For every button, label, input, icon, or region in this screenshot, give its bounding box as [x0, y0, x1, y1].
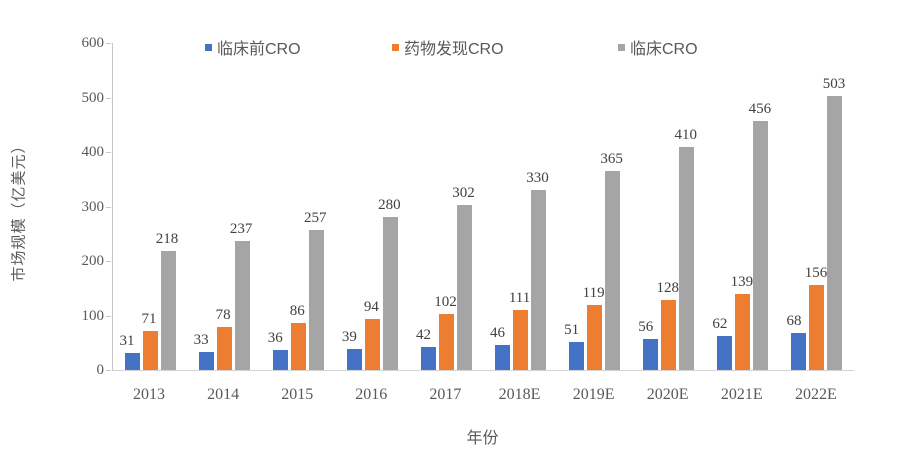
bar-value-label: 503 [822, 76, 846, 92]
bar-value-label: 36 [267, 330, 283, 346]
bar-临床前CRO-2021E [717, 336, 733, 370]
x-tick-label: 2021E [720, 386, 763, 403]
bar-临床前CRO-2015 [272, 350, 288, 370]
bar-药物发现CRO-2018E [513, 310, 529, 370]
x-tick-label: 2014 [207, 386, 240, 403]
bar-value-label: 119 [582, 285, 605, 301]
bar-临床前CRO-2017 [420, 347, 436, 370]
bar-value-label: 94 [363, 299, 379, 315]
x-tick-label: 2013 [133, 386, 165, 403]
bar-value-label: 365 [600, 151, 623, 167]
y-tick-label: 500 [81, 89, 105, 106]
bar-value-label: 102 [434, 294, 457, 310]
bar-临床CRO-2019E [605, 171, 621, 370]
x-tick-label: 2022E [795, 386, 837, 403]
y-tick-mark [106, 261, 111, 262]
legend-swatch-icon [618, 43, 625, 51]
bar-临床CRO-2015 [308, 230, 324, 370]
bar-药物发现CRO-2021E [735, 294, 751, 370]
legend-item-临床CRO: 临床CRO [618, 38, 698, 58]
y-tick-mark [106, 206, 111, 208]
bar-value-label: 46 [490, 325, 506, 341]
bar-药物发现CRO-2013 [142, 331, 158, 370]
bar-value-label: 56 [638, 319, 654, 335]
bar-value-label: 128 [656, 280, 680, 296]
bar-临床前CRO-2013 [124, 353, 140, 370]
x-tick-label: 2018E [498, 386, 541, 403]
bar-value-label: 42 [415, 327, 431, 343]
x-tick-label: 2019E [572, 386, 615, 403]
bar-临床CRO-2014 [234, 241, 250, 370]
bar-value-label: 31 [119, 333, 135, 349]
bar-临床CRO-2017 [456, 205, 472, 370]
y-tick-mark [106, 370, 111, 371]
y-tick-mark [106, 97, 111, 99]
bar-value-label: 33 [193, 332, 209, 348]
bar-临床CRO-2013 [160, 251, 176, 370]
legend-swatch-icon [392, 43, 399, 51]
x-axis-title: 年份 [466, 430, 499, 447]
bar-药物发现CRO-2020E [661, 300, 677, 370]
legend-swatch-icon [205, 43, 212, 51]
bar-药物发现CRO-2017 [438, 314, 454, 370]
x-tick-label: 2020E [646, 386, 689, 403]
bar-value-label: 71 [141, 311, 157, 327]
bar-临床前CRO-2020E [643, 339, 659, 370]
y-tick-mark [106, 315, 111, 317]
bar-临床CRO-2020E [679, 147, 695, 370]
legend-label: 药物发现CRO [404, 41, 504, 58]
bar-临床前CRO-2022E [791, 333, 807, 370]
bar-药物发现CRO-2016 [364, 319, 380, 370]
bar-value-label: 39 [341, 329, 357, 345]
bar-药物发现CRO-2014 [216, 327, 232, 370]
bar-value-label: 68 [786, 313, 802, 329]
bar-临床前CRO-2014 [198, 352, 214, 370]
bar-临床CRO-2016 [382, 217, 398, 370]
y-tick-mark [106, 43, 111, 44]
bar-value-label: 139 [730, 274, 754, 290]
y-tick-label: 100 [81, 307, 105, 324]
bar-药物发现CRO-2019E [587, 305, 603, 370]
bar-value-label: 62 [712, 316, 728, 332]
bar-value-label: 456 [748, 101, 772, 117]
x-tick-label: 2016 [355, 386, 388, 403]
bar-临床CRO-2018E [531, 190, 547, 370]
legend-label: 临床CRO [630, 41, 698, 58]
bar-value-label: 237 [229, 221, 253, 237]
y-tick-label: 200 [81, 253, 105, 269]
bar-药物发现CRO-2022E [809, 285, 825, 370]
bar-临床CRO-2022E [827, 96, 843, 370]
bar-临床CRO-2021E [753, 121, 769, 370]
bar-value-label: 51 [564, 322, 580, 338]
y-tick-label: 400 [81, 144, 105, 160]
bar-value-label: 257 [304, 210, 327, 226]
bar-value-label: 280 [378, 197, 401, 213]
bar-value-label: 156 [804, 265, 828, 281]
bar-临床前CRO-2019E [569, 342, 585, 370]
legend-label: 临床前CRO [217, 41, 301, 58]
bar-value-label: 330 [526, 170, 549, 186]
bar-value-label: 218 [155, 231, 179, 247]
bar-value-label: 78 [215, 307, 231, 323]
legend-item-临床前CRO: 临床前CRO [205, 38, 301, 58]
bar-临床前CRO-2018E [495, 345, 511, 370]
y-tick-label: 600 [81, 35, 105, 51]
bar-value-label: 111 [508, 290, 531, 306]
bar-药物发现CRO-2015 [290, 323, 306, 370]
bar-临床前CRO-2016 [346, 349, 362, 370]
y-tick-label: 0 [96, 362, 105, 378]
x-tick-label: 2017 [429, 386, 462, 403]
bar-value-label: 410 [674, 127, 698, 143]
y-axis-title: 市场规模（亿美元） [10, 137, 28, 282]
y-tick-label: 300 [81, 198, 105, 215]
plot-area [112, 43, 854, 371]
bar-value-label: 302 [452, 185, 475, 201]
y-tick-mark [106, 152, 111, 153]
bar-value-label: 86 [289, 303, 305, 319]
legend-item-药物发现CRO: 药物发现CRO [392, 38, 504, 58]
x-tick-label: 2015 [281, 386, 314, 403]
